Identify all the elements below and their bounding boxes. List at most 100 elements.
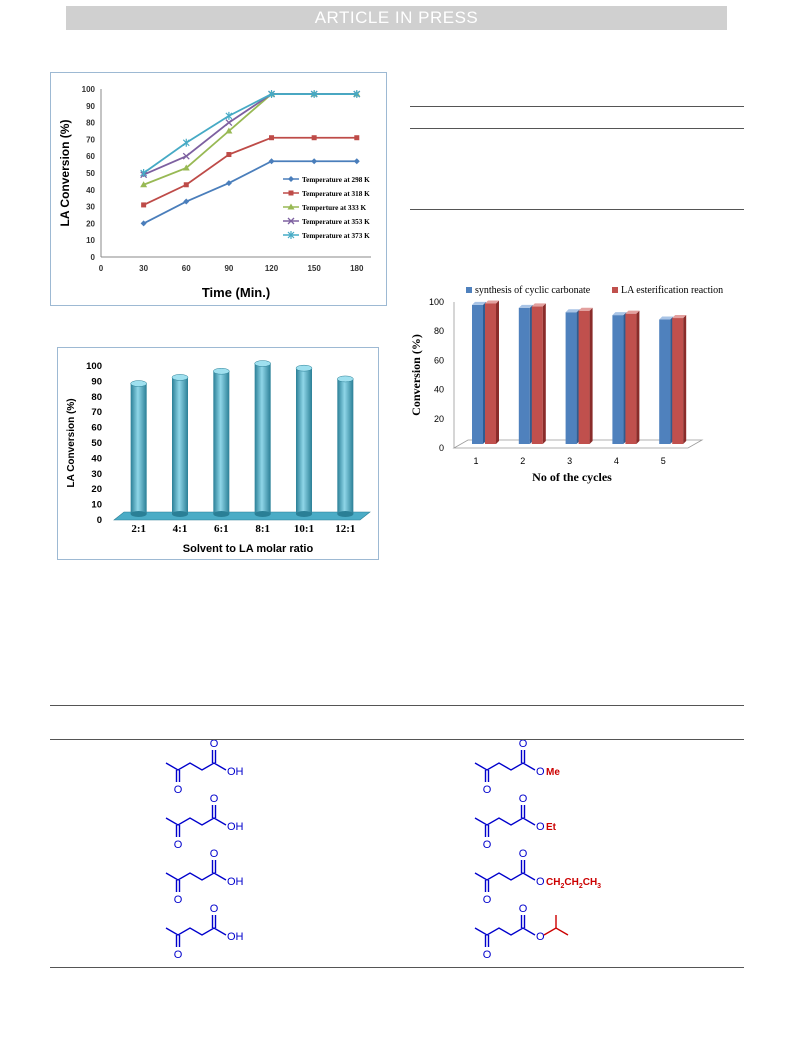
y-tick-label: 100	[429, 297, 444, 307]
y-tick-label: 30	[86, 203, 95, 212]
bar-top	[254, 360, 271, 367]
levulinic-acid-structure: O O OH	[165, 903, 244, 961]
data-point	[287, 203, 295, 210]
temperature-line-chart-frame: 0 10 20 30 40 50 60 70 80 90 100 0 30 60 90 120 150 180 Ti…	[50, 72, 387, 306]
legend-entry: Temperature at 318 K	[283, 190, 370, 198]
y-tick-label: 40	[86, 186, 95, 195]
table-rule-mid	[410, 128, 744, 129]
data-point	[287, 217, 295, 225]
x-tick-label: 4	[614, 456, 619, 466]
bar-top	[625, 310, 640, 314]
y-tick-label: 60	[86, 152, 95, 161]
formula-part: CH	[546, 877, 560, 888]
carbon-chain	[165, 817, 227, 826]
bar-top	[295, 364, 313, 372]
ester-oxygen: O	[536, 766, 545, 778]
bar-front	[518, 307, 530, 444]
data-point	[310, 90, 318, 99]
bar-top	[672, 315, 687, 319]
bar-body	[254, 363, 271, 514]
x-tick-label: 60	[182, 264, 191, 273]
legend-label: Temperture at 333 K	[302, 204, 366, 212]
levulinate-ester-structure: OOO Et	[474, 793, 557, 851]
bar-base	[296, 511, 312, 517]
bar-body	[213, 371, 230, 514]
legend-label: Temperature at 353 K	[302, 218, 370, 226]
y-tick-label: 100	[86, 361, 102, 372]
x-tick-label: 30	[139, 264, 148, 273]
recycling-bar-chart: 0 20 40 60 80 100 Conversion (%) synthesis of c…	[409, 285, 723, 484]
data-point	[288, 176, 294, 182]
bar	[337, 375, 354, 517]
x-tick-label: 180	[350, 264, 364, 273]
carbon-chain	[165, 927, 227, 936]
bar-top	[171, 374, 189, 381]
legend-entry: Temperature at 373 K	[283, 231, 370, 240]
bar-front	[612, 315, 624, 444]
ester-oxygen: O	[536, 876, 545, 888]
series-2	[141, 135, 360, 208]
ketone-oxygen: O	[174, 894, 183, 906]
y-tick-label: 30	[91, 469, 102, 480]
bar-base	[172, 511, 188, 517]
carbon-chain	[474, 762, 536, 771]
bar-top	[531, 303, 546, 307]
data-point	[225, 127, 233, 134]
bar-top	[213, 367, 230, 375]
bar-side	[496, 300, 499, 444]
data-point	[183, 182, 189, 188]
chart-floor	[452, 439, 704, 449]
y-tick-label: 40	[434, 385, 444, 395]
levulinic-acid-structure: O O OH	[165, 848, 244, 906]
article-in-press-banner: ARTICLE IN PRESS	[66, 6, 727, 30]
hydroxyl-label: OH	[227, 931, 244, 943]
bar-top	[565, 309, 580, 313]
bar	[531, 303, 546, 444]
bar-top	[472, 301, 486, 305]
legend-label: synthesis of cyclic carbonate	[475, 285, 591, 296]
ester-alkyl-group: Me	[546, 767, 560, 778]
bar-top	[518, 304, 533, 308]
carbonyl-oxygen: O	[519, 848, 528, 860]
bar-front	[672, 318, 684, 444]
structure-table-rule-mid	[50, 739, 744, 740]
bar-front	[625, 313, 637, 444]
x-tick-label: 120	[265, 264, 279, 273]
ester-alkyl-group: Et	[546, 822, 557, 833]
data-point	[225, 111, 233, 120]
bar-base	[130, 511, 147, 517]
data-point	[311, 135, 317, 141]
bar	[659, 316, 674, 444]
data-point	[268, 158, 275, 165]
structure-table-rule-top	[50, 705, 744, 706]
x-tick-label: 0	[99, 264, 104, 273]
y-tick-label: 60	[434, 355, 444, 365]
bar-front	[485, 303, 496, 444]
data-point	[140, 181, 148, 188]
hydroxyl-label: OH	[227, 876, 244, 888]
bar-base	[337, 511, 354, 517]
formula-part: 3	[597, 883, 601, 890]
bar-top	[612, 312, 627, 316]
data-point	[141, 202, 147, 208]
data-point	[268, 90, 275, 99]
x-axis-title: No of the cycles	[532, 470, 612, 484]
data-point	[353, 158, 360, 165]
bar	[171, 374, 189, 517]
legend-label: Temperature at 318 K	[302, 190, 370, 198]
bar	[612, 312, 627, 444]
data-point	[288, 190, 294, 196]
bar-body	[296, 368, 312, 514]
x-tick-label: 150	[307, 264, 321, 273]
y-tick-label: 0	[439, 443, 444, 453]
y-tick-label: 20	[91, 484, 102, 495]
data-point	[225, 119, 233, 127]
y-tick-label: 10	[91, 500, 102, 511]
x-tick-label: 2:1	[131, 523, 146, 535]
bar-top	[337, 375, 354, 383]
bar-base	[213, 511, 230, 517]
data-point	[353, 90, 361, 99]
bar-front	[565, 312, 577, 444]
isopropyl-bonds	[543, 927, 569, 936]
